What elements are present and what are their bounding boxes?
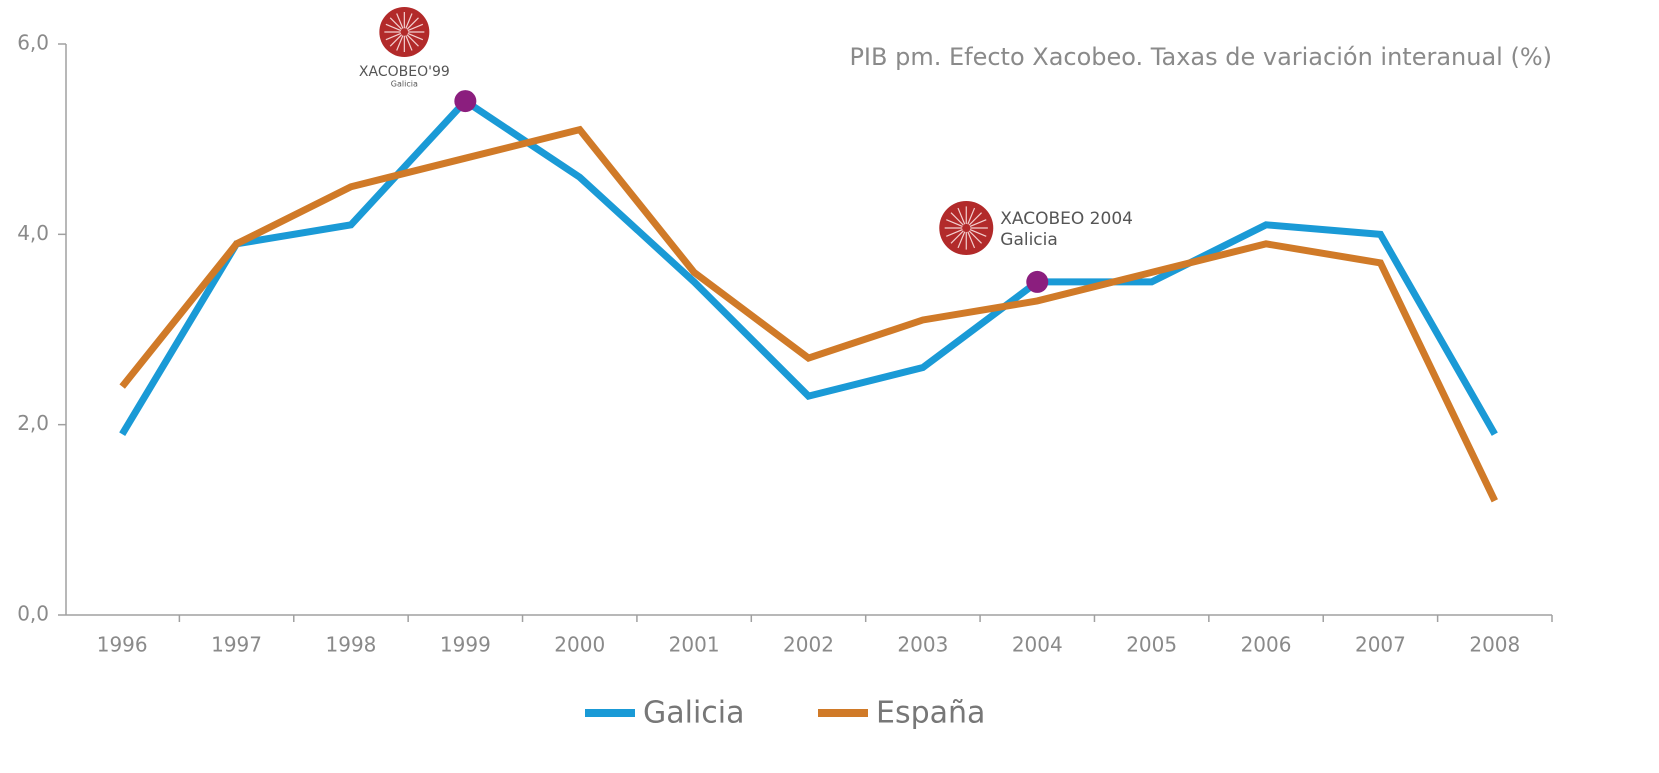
logo-ray	[957, 231, 966, 249]
x-tick-label: 2005	[1126, 633, 1177, 657]
logo-ray	[406, 34, 419, 47]
logo-ray	[969, 219, 987, 228]
x-tick-label: 2008	[1469, 633, 1520, 657]
x-tick-label: 2001	[669, 633, 720, 657]
logo-ray	[946, 219, 963, 228]
logo-ray	[968, 212, 982, 226]
x-tick-label: 2003	[897, 633, 948, 657]
logo-ray	[406, 17, 419, 30]
logo-ray	[967, 207, 976, 225]
logo-ray	[946, 228, 963, 237]
annotation-text: XACOBEO'99	[359, 64, 450, 80]
y-tick-label: 6,0	[17, 31, 49, 55]
logo-ray	[405, 35, 413, 51]
logo-ray	[389, 34, 403, 47]
series-line	[119, 96, 1498, 436]
annotation-subtext: Galicia	[1000, 230, 1058, 250]
logo-ray	[385, 32, 402, 41]
legend-label: España	[876, 696, 985, 731]
x-tick-label: 1998	[326, 633, 377, 657]
x-tick-label: 2002	[783, 633, 834, 657]
logo-ray	[969, 228, 987, 237]
x-tick-label: 2007	[1355, 633, 1406, 657]
series-line	[119, 125, 1498, 503]
logo-ray	[396, 13, 404, 29]
x-tick-label: 1997	[211, 633, 262, 657]
x-tick-label: 1996	[97, 633, 148, 657]
x-tick-label: 1999	[440, 633, 491, 657]
logo-ray	[967, 231, 976, 249]
legend-label: Galicia	[643, 696, 745, 731]
logo-ray	[396, 35, 404, 51]
x-tick-label: 2006	[1241, 633, 1292, 657]
logo-ray	[407, 23, 424, 32]
logo-ray	[950, 212, 964, 226]
logo-ray	[957, 207, 966, 225]
logo-ray	[405, 13, 413, 29]
y-tick-label: 4,0	[17, 221, 49, 245]
y-tick-label: 2,0	[17, 411, 49, 435]
chart-title: PIB pm. Efecto Xacobeo. Taxas de variaci…	[849, 43, 1552, 71]
y-tick-label: 0,0	[17, 602, 49, 626]
logo-ray	[407, 32, 424, 41]
logo-ray	[950, 230, 964, 244]
logo-ray	[389, 17, 403, 30]
annotation-text: XACOBEO 2004	[1000, 209, 1133, 229]
logo-ray	[968, 230, 982, 244]
highlight-point	[1026, 270, 1049, 293]
x-tick-label: 2004	[1012, 633, 1063, 657]
x-tick-label: 2000	[554, 633, 605, 657]
logo-ray	[385, 23, 402, 32]
highlight-point	[454, 90, 477, 113]
annotation-subtext: Galicia	[391, 80, 418, 89]
